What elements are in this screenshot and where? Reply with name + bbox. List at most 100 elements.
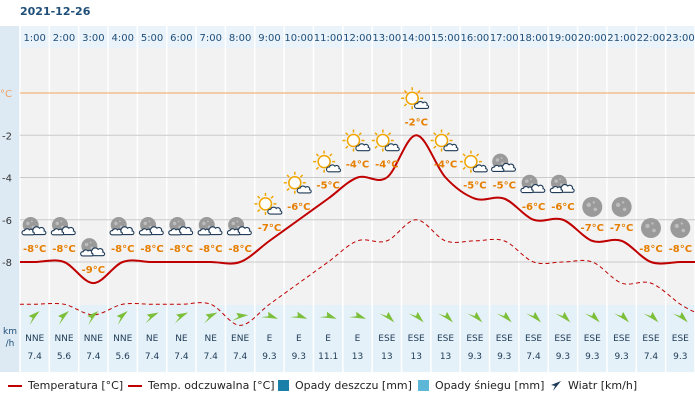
sun-ray — [403, 103, 408, 107]
wind-speed-label: 5.6 — [57, 352, 72, 362]
wind-speed-label: 7.4 — [145, 352, 160, 362]
sun-ray — [433, 145, 437, 149]
temperature-data-label: -6°C — [287, 202, 310, 213]
day-cloudy-icon — [401, 87, 430, 110]
night-clear-icon — [582, 196, 603, 217]
temperature-data-label: -5°C — [463, 181, 486, 192]
moon-disc — [611, 196, 632, 217]
wind-arrow-shape — [496, 311, 512, 323]
day-cloudy-icon — [459, 150, 488, 173]
moon-crater — [652, 228, 656, 233]
wind-arrow-shape — [467, 311, 483, 323]
hour-label: 12:00 — [343, 33, 372, 44]
moon-crater — [525, 179, 529, 183]
cloud-shape — [267, 206, 283, 215]
cloud-shape — [491, 164, 505, 172]
wind-arrow-shape — [438, 311, 453, 323]
wind-unit-label: km — [3, 327, 17, 337]
temperature-data-label: -5°C — [316, 181, 339, 192]
hour-label: 17:00 — [490, 33, 519, 44]
forecast-chart: °C -2 -4 -6 -8 1:00 2:00 3:00 4:00 5:00 6:00 7:00 8:… — [0, 26, 695, 372]
wind-arrow-shape — [672, 311, 688, 323]
cloud-shape — [384, 143, 400, 152]
night-cloudy-icon — [109, 217, 135, 236]
moon-crater — [118, 220, 121, 223]
temperature-series-line — [20, 134, 695, 285]
wind-arrow-icon — [526, 311, 541, 323]
night-cloudy-icon — [168, 217, 194, 236]
moon-crater — [30, 220, 33, 223]
wind-direction-label: E — [267, 334, 273, 344]
wind-speed-label: 7.4 — [204, 352, 219, 362]
wind-speed-label: 7.4 — [174, 352, 189, 362]
hour-label: 6:00 — [170, 33, 192, 44]
y-tick-label: °C — [0, 89, 12, 100]
legend-rain: Opady deszczu [mm] — [278, 379, 412, 392]
temperature-data-label: -8°C — [23, 244, 46, 255]
moon-crater — [495, 158, 500, 162]
moon-crater — [177, 220, 180, 223]
wind-arrow-shape — [231, 312, 249, 321]
wind-arrow-icon — [467, 311, 483, 323]
sun-ray — [315, 166, 320, 170]
legend-temperature-label: Temperatura [°C] — [28, 379, 124, 392]
wind-arrow-shape — [584, 311, 600, 323]
sun-ray — [374, 145, 378, 149]
wind-direction-label: ESE — [642, 334, 659, 344]
y-tick-label: -8 — [2, 258, 12, 269]
moon-crater — [621, 201, 625, 204]
wind-arrow-shape — [555, 311, 571, 323]
cloud-shape — [168, 228, 182, 236]
wind-arrow-shape — [290, 311, 308, 319]
wind-arrow-icon — [584, 311, 600, 323]
temperature-data-label: -8°C — [228, 244, 251, 255]
hour-label: 20:00 — [578, 33, 607, 44]
sun-ray — [358, 132, 362, 136]
wind-arrow-shape — [28, 311, 40, 325]
cloud-shape — [443, 143, 459, 152]
wind-speed-label: 13 — [410, 352, 421, 362]
wind-direction-label: E — [355, 334, 361, 344]
sun-disc — [464, 154, 478, 169]
legend-rain-label: Opady deszczu [mm] — [295, 379, 412, 392]
y-tick-label: -4 — [2, 174, 12, 185]
hour-label: 5:00 — [141, 33, 163, 44]
temperature-data-label: -8°C — [669, 244, 692, 255]
snow-swatch — [418, 380, 429, 391]
night-cloudy-icon — [491, 153, 516, 172]
temperature-data-label: -8°C — [140, 244, 163, 255]
moon-crater — [148, 220, 151, 223]
wind-speed-label: 13 — [381, 352, 392, 362]
sun-disc — [405, 91, 419, 105]
hour-label: 8:00 — [229, 33, 251, 44]
wind-direction-label: NNE — [54, 334, 73, 344]
moon-crater — [202, 221, 206, 226]
wind-speed-label: 7.4 — [644, 352, 659, 362]
cloud-shape — [197, 228, 211, 236]
sun-ray — [286, 174, 290, 178]
wind-speed-label: 9.3 — [585, 352, 599, 362]
wind-speed-label: 9.3 — [292, 352, 306, 362]
moon-crater — [554, 179, 558, 183]
cloud-shape — [80, 249, 94, 257]
night-cloudy-icon — [520, 174, 546, 194]
day-cloudy-icon — [430, 129, 459, 152]
night-cloudy-icon — [226, 217, 252, 236]
moon-crater — [681, 228, 686, 233]
wind-arrow-shape — [379, 311, 395, 323]
moon-crater — [645, 223, 650, 229]
feels-like-line-swatch — [128, 384, 142, 387]
legend-snow: Opady śniegu [mm] — [418, 379, 544, 392]
wind-arrow-shape — [614, 311, 630, 323]
sun-disc — [376, 133, 390, 148]
wind-direction-label: ESE — [466, 334, 483, 344]
wind-direction-label: ESE — [378, 334, 395, 344]
sun-ray — [417, 89, 421, 94]
night-cloudy-icon — [549, 174, 575, 194]
legend: Temperatura [°C] Temp. odczuwalna [°C] O… — [0, 372, 695, 400]
wind-direction-label: ENE — [231, 334, 249, 344]
y-tick-label: -2 — [2, 131, 12, 142]
wind-speed-label: 13 — [352, 352, 363, 362]
wind-arrow-icon — [290, 311, 308, 319]
sun-ray — [462, 153, 466, 157]
